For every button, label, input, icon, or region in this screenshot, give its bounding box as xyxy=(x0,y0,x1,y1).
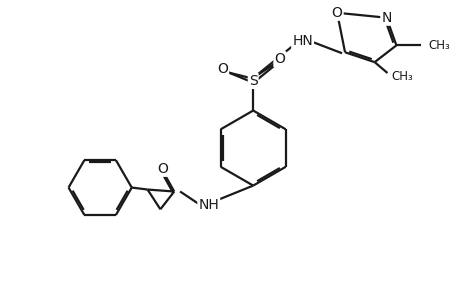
Text: O: O xyxy=(217,62,228,76)
Text: O: O xyxy=(274,52,285,66)
Text: CH₃: CH₃ xyxy=(391,70,413,84)
Text: O: O xyxy=(332,6,343,20)
Text: S: S xyxy=(249,74,258,88)
Text: N: N xyxy=(381,11,392,25)
Text: HN: HN xyxy=(292,34,313,48)
Text: CH₃: CH₃ xyxy=(428,39,450,52)
Text: O: O xyxy=(157,162,168,176)
Text: NH: NH xyxy=(198,198,219,212)
